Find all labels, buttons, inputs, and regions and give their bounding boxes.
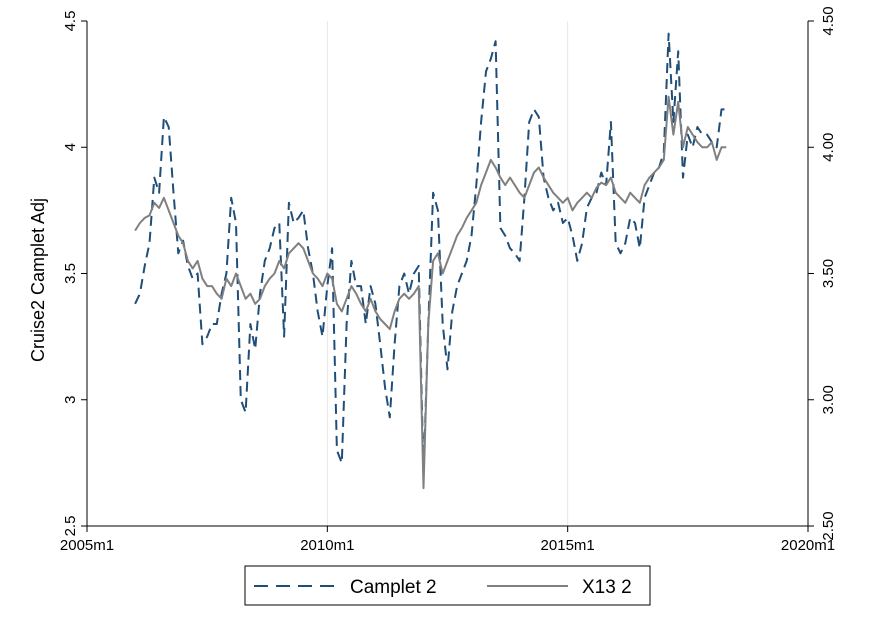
y-axis-title: Cruise2 Camplet Adj <box>28 198 48 362</box>
y-tick-label: 3.5 <box>62 263 79 284</box>
y2-tick-label: 2.50 <box>820 511 837 540</box>
y2-tick-label: 3.00 <box>820 385 837 414</box>
axes-layer: 2005m1 2010m1 2015m1 2020m1 2.5 3 3.5 4 4.5 2.50 3… <box>60 6 837 554</box>
y-tick-label: 4 <box>62 143 79 151</box>
series-layer <box>134 32 727 490</box>
legend: Camplet 2 X13 2 <box>244 565 651 606</box>
series-line-camplet-2 <box>134 32 727 477</box>
legend-box <box>244 565 651 606</box>
y2-tick-label: 3.50 <box>820 259 837 288</box>
y-tick-label: 2.5 <box>62 516 79 537</box>
legend-label-x13-2: X13 2 <box>582 577 632 598</box>
y-tick-label: 4.5 <box>62 11 79 32</box>
legend-label-camplet-2: Camplet 2 <box>350 577 437 598</box>
x-tick-label: 2005m1 <box>60 537 114 554</box>
series-line-x13-2 <box>134 95 727 490</box>
x-tick-label: 2010m1 <box>300 537 354 554</box>
x-tick-label: 2015m1 <box>541 537 595 554</box>
y-tick-label: 3 <box>62 396 79 404</box>
y2-tick-label: 4.00 <box>820 133 837 162</box>
x-tick-label: 2020m1 <box>781 537 835 554</box>
y2-tick-label: 4.50 <box>820 6 837 35</box>
